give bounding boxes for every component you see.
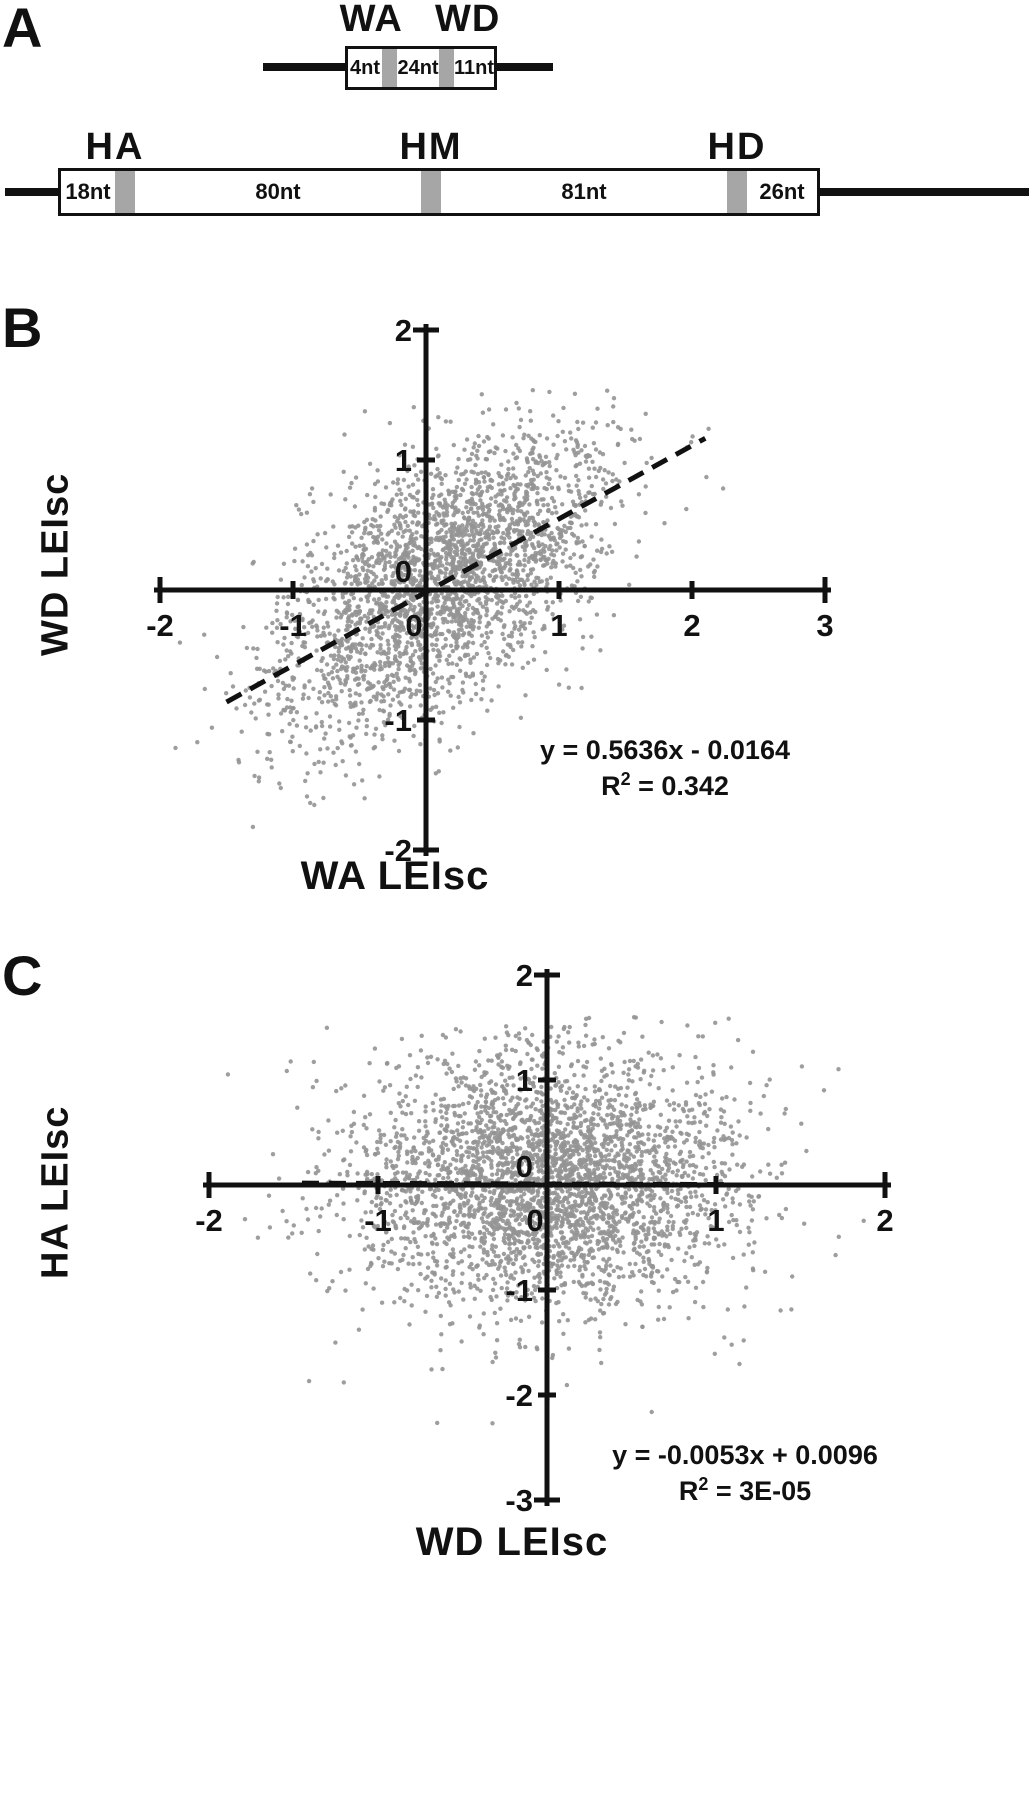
x-tick-label: -1 <box>364 1203 392 1238</box>
panel_b-plot: -2 -1 0 1 2 3 -2 -1 0 1 2 <box>146 313 833 868</box>
panel-c-x-axis-title: WD LEIsc <box>415 1520 609 1564</box>
site-label-hd: HD <box>707 126 767 168</box>
site-label-hm: HM <box>399 126 463 168</box>
y-tick-label: -1 <box>384 703 412 738</box>
y-tick-label: 0 <box>516 1149 533 1184</box>
panel-b-y-axis-title: WD LEIsc <box>34 472 77 657</box>
x-tick-label: 0 <box>526 1203 543 1238</box>
x-tick-label: -2 <box>146 608 174 643</box>
segment-label: 18nt <box>65 179 111 204</box>
splice-site-band <box>115 171 135 213</box>
panel-c-y-axis-title: HA LEIsc <box>34 1105 77 1279</box>
x-tick-label: 2 <box>876 1203 893 1238</box>
tick-labels: -2 -1 0 1 2 -3 -2 -1 0 1 2 <box>195 958 893 1518</box>
segment-label: 80nt <box>255 179 301 204</box>
regression-equation: y = -0.0053x + 0.0096 <box>612 1440 878 1470</box>
panel-b-x-axis-title: WA LEIsc <box>300 854 490 898</box>
x-tick-label: 3 <box>816 608 833 643</box>
splice-site-band <box>727 171 747 213</box>
y-tick-label: 1 <box>516 1063 533 1098</box>
r-squared-text: R2 = 0.342 <box>601 769 729 802</box>
axes <box>203 969 891 1506</box>
trend-line <box>225 436 707 705</box>
splice-site-band <box>421 171 441 213</box>
panel-c-regression-annotation: y = -0.0053x + 0.0096 R2 = 3E-05 <box>565 1438 925 1509</box>
x-tick-label: 1 <box>707 1203 724 1238</box>
panel_c-plot: -2 -1 0 1 2 -3 -2 -1 0 1 2 <box>195 958 893 1518</box>
panel-b-regression-annotation: y = 0.5636x - 0.0164 R2 = 0.342 <box>495 733 835 804</box>
y-tick-label: -1 <box>505 1273 533 1308</box>
y-tick-label: 1 <box>395 443 412 478</box>
x-tick-label: -1 <box>279 608 307 643</box>
x-tick-label: 1 <box>550 608 567 643</box>
y-tick-label: -3 <box>505 1483 533 1518</box>
site-label-ha: HA <box>85 126 145 168</box>
splice-site-band <box>438 49 454 87</box>
y-tick-label: -2 <box>505 1378 533 1413</box>
segment-label: 11nt <box>453 56 494 79</box>
short-construct-box: 4nt 24nt 11nt <box>345 46 497 90</box>
y-tick-label: -2 <box>384 833 412 868</box>
tick-labels: -2 -1 0 1 2 3 -2 -1 0 1 2 <box>146 313 833 868</box>
short-construct-title: WA WD <box>339 0 501 40</box>
x-tick-label: 2 <box>683 608 700 643</box>
panel-c-label: C <box>2 944 43 1007</box>
segment-label: 4nt <box>350 56 381 79</box>
splice-site-band <box>382 49 398 87</box>
y-tick-label: 2 <box>395 313 412 348</box>
segment-label: 24nt <box>397 56 439 79</box>
r-squared-text: R2 = 3E-05 <box>678 1474 812 1507</box>
segment-label: 26nt <box>759 179 805 204</box>
long-construct-box: 18nt 80nt 81nt 26nt <box>58 168 820 216</box>
y-tick-label: 2 <box>516 958 533 993</box>
trend-line <box>301 1180 725 1188</box>
y-tick-label: 0 <box>395 554 412 589</box>
segment-label: 81nt <box>561 179 607 204</box>
panel-a-label: A <box>2 0 43 59</box>
x-tick-label: -2 <box>195 1203 223 1238</box>
x-tick-label: 0 <box>405 608 422 643</box>
regression-equation: y = 0.5636x - 0.0164 <box>540 735 790 765</box>
panel-b-label: B <box>2 296 43 359</box>
